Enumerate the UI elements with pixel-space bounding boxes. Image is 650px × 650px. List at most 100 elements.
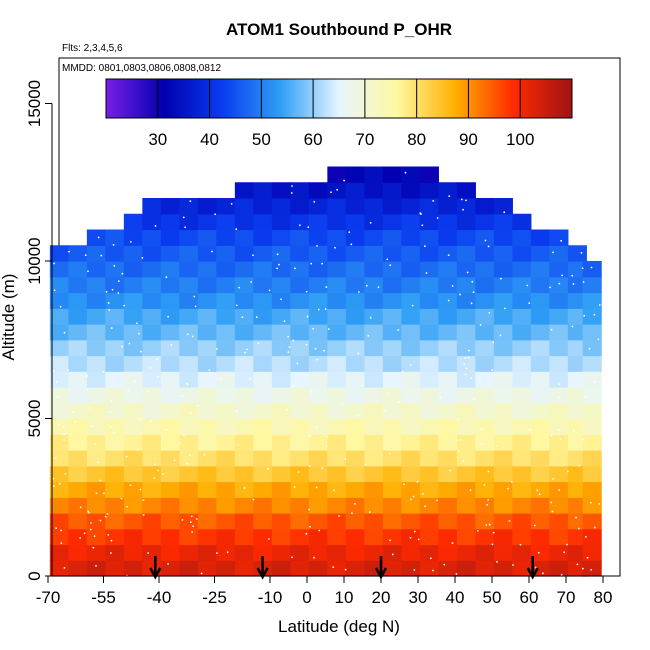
x-tick-label: 20 xyxy=(372,588,391,607)
heatmap-cell xyxy=(68,434,88,451)
heatmap-cell xyxy=(179,418,199,435)
heatmap-cell xyxy=(308,497,328,514)
heatmap-cell xyxy=(438,544,458,561)
track-dot xyxy=(488,523,491,526)
x-tick-label: 70 xyxy=(557,588,576,607)
track-dot xyxy=(598,304,601,306)
y-axis-label: Altitude (m) xyxy=(0,274,18,361)
heatmap-cell xyxy=(123,261,143,278)
heatmap-cell xyxy=(271,544,291,561)
heatmap-cell xyxy=(327,481,347,498)
heatmap-cell xyxy=(530,497,550,514)
heatmap-cell xyxy=(582,339,602,357)
heatmap-cell xyxy=(68,324,88,341)
heatmap-cell xyxy=(475,198,495,215)
track-dot xyxy=(550,434,553,437)
colorbar-tick-label: 80 xyxy=(407,130,426,149)
heatmap-cell xyxy=(234,528,254,546)
track-dot xyxy=(410,498,412,501)
heatmap-cell xyxy=(142,324,162,341)
heatmap-cell xyxy=(308,450,328,467)
track-dot xyxy=(110,327,113,329)
heatmap-cell xyxy=(419,166,439,183)
heatmap-cell xyxy=(308,308,328,325)
heatmap-cell xyxy=(475,544,495,561)
track-dot xyxy=(167,563,169,565)
heatmap-cell xyxy=(216,276,236,294)
heatmap-cell xyxy=(567,528,587,546)
heatmap-cell xyxy=(234,276,254,294)
heatmap-cell xyxy=(290,481,310,498)
heatmap-cell xyxy=(105,528,125,546)
heatmap-cell xyxy=(512,418,532,435)
heatmap-cell xyxy=(234,213,254,231)
heatmap-cell xyxy=(512,481,532,498)
heatmap-cell xyxy=(179,387,199,404)
track-dot xyxy=(283,320,286,323)
heatmap-cell xyxy=(438,245,458,262)
heatmap-cell xyxy=(253,339,273,357)
heatmap-cell xyxy=(438,229,458,246)
track-dot xyxy=(63,433,66,436)
heatmap-cell xyxy=(456,450,476,467)
heatmap-cell xyxy=(345,560,365,577)
track-dot xyxy=(424,505,426,508)
heatmap-cell xyxy=(123,560,143,577)
track-dot xyxy=(582,567,584,570)
track-dot xyxy=(191,531,194,533)
track-dot xyxy=(432,200,435,202)
heatmap-cell xyxy=(234,402,254,420)
track-dot xyxy=(288,346,291,348)
heatmap-cell xyxy=(345,245,365,262)
track-dot xyxy=(512,564,514,566)
track-dot xyxy=(58,482,61,485)
heatmap-cell xyxy=(308,355,328,372)
heatmap-cell xyxy=(271,245,291,262)
heatmap-cell xyxy=(582,450,602,467)
track-dot xyxy=(351,512,353,515)
heatmap-cell xyxy=(512,497,532,514)
heatmap-cell xyxy=(419,245,439,262)
track-dot xyxy=(476,529,479,532)
heatmap-cell xyxy=(271,182,291,199)
track-dot xyxy=(391,553,394,556)
heatmap-cell xyxy=(549,276,569,294)
track-dot xyxy=(189,200,192,203)
track-dot xyxy=(235,410,238,413)
track-dot xyxy=(157,469,159,472)
heatmap-cell xyxy=(493,229,513,246)
track-dot xyxy=(146,390,149,393)
heatmap-cell xyxy=(401,182,421,199)
heatmap-cell xyxy=(290,387,310,404)
track-dot xyxy=(341,403,344,406)
heatmap-cell xyxy=(567,261,587,278)
heatmap-cell xyxy=(197,339,217,357)
track-dot xyxy=(534,566,537,569)
heatmap-cell xyxy=(549,560,569,577)
heatmap-cell xyxy=(234,418,254,435)
heatmap-cell xyxy=(530,481,550,498)
heatmap-cell xyxy=(438,261,458,278)
heatmap-cell xyxy=(456,434,476,451)
heatmap-cell xyxy=(382,229,402,246)
heatmap-cell xyxy=(86,276,106,294)
track-dot xyxy=(165,429,168,431)
chart-subtitle-flights: Flts: 2,3,4,5,6 xyxy=(62,43,123,54)
track-dot xyxy=(127,389,130,392)
track-dot xyxy=(597,338,600,341)
track-dot xyxy=(468,349,470,352)
track-dot xyxy=(368,511,371,514)
heatmap-cell xyxy=(382,544,402,561)
heatmap-cell xyxy=(216,198,236,215)
heatmap-cell xyxy=(253,355,273,372)
heatmap-cell xyxy=(68,560,88,577)
heatmap-cell xyxy=(493,324,513,341)
heatmap-cell xyxy=(86,324,106,341)
heatmap-cell xyxy=(197,371,217,388)
heatmap-cell xyxy=(475,276,495,294)
track-dot xyxy=(88,407,91,409)
heatmap-cell xyxy=(253,229,273,246)
heatmap-cell xyxy=(105,544,125,561)
track-dot xyxy=(485,524,488,526)
track-dot xyxy=(90,522,92,524)
